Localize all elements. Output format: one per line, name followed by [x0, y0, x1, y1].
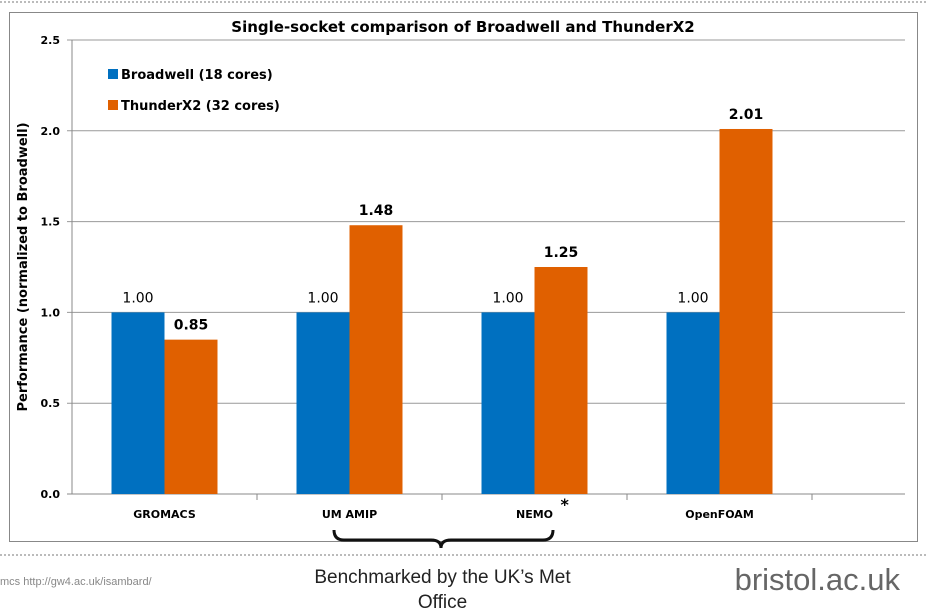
data-label: 1.00 — [122, 290, 153, 306]
y-tick-label: 1.5 — [41, 216, 61, 229]
footer-link[interactable]: mcs http://gw4.ac.uk/isambard/ — [0, 576, 152, 588]
chart-title: Single-socket comparison of Broadwell an… — [231, 18, 694, 36]
legend-entry: Broadwell (18 cores) — [121, 68, 273, 83]
bar-broadwell — [666, 312, 720, 494]
x-tick-label: NEMO — [516, 508, 553, 521]
divider-bottom — [0, 554, 926, 556]
bracket-note: Benchmarked by the UK’s Met Office — [314, 567, 571, 613]
x-tick-label: GROMACS — [133, 508, 196, 521]
bar-broadwell — [481, 312, 535, 494]
data-label: 1.00 — [677, 290, 708, 306]
bar-thunderx2 — [349, 225, 403, 494]
y-axis-label: Performance (normalized to Broadwell) — [16, 122, 31, 411]
y-tick-label: 2.5 — [41, 34, 61, 47]
bar-broadwell — [111, 312, 165, 494]
bar-thunderx2 — [534, 267, 588, 494]
data-label: 1.00 — [307, 290, 338, 306]
data-label: 1.00 — [492, 290, 523, 306]
legend-entry: ThunderX2 (32 cores) — [121, 99, 280, 114]
bar-thunderx2 — [719, 128, 773, 494]
data-label: 1.48 — [359, 203, 394, 219]
met-office-bracket — [332, 529, 555, 549]
bar-thunderx2 — [164, 339, 218, 494]
x-tick-label: UM AMIP — [322, 508, 377, 521]
data-label: 0.85 — [174, 318, 209, 334]
brand-logo: bristol.ac.uk — [734, 562, 900, 597]
legend-swatch — [108, 69, 118, 79]
bar-broadwell — [296, 312, 350, 494]
y-tick-label: 1.0 — [41, 306, 61, 319]
y-tick-label: 0.0 — [41, 488, 61, 501]
x-tick-label: OpenFOAM — [685, 508, 754, 521]
category-asterisk: * — [561, 495, 570, 514]
divider-top — [0, 1, 926, 3]
y-tick-label: 2.0 — [41, 125, 61, 138]
data-label: 1.25 — [544, 245, 579, 261]
legend-swatch — [108, 100, 118, 110]
y-tick-label: 0.5 — [41, 397, 61, 410]
data-label: 2.01 — [729, 107, 764, 123]
